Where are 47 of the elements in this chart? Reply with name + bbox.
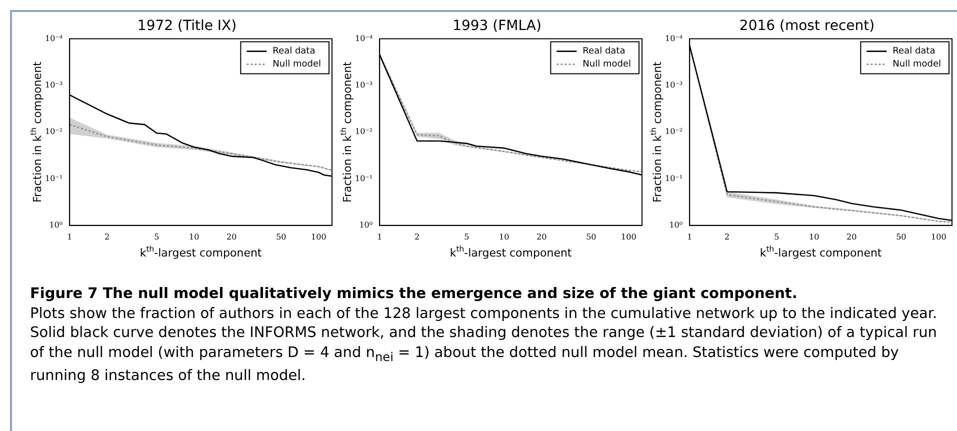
chart-title: 2016 (most recent) — [739, 18, 875, 34]
x-tick-label: 2 — [104, 232, 110, 242]
x-tick-label: 5 — [154, 232, 160, 242]
y-tick-label: 10⁻⁴ — [45, 34, 63, 43]
legend-label: Real data — [892, 46, 936, 57]
x-tick-label: 20 — [226, 232, 237, 242]
x-tick-label: 100 — [621, 232, 636, 242]
x-tick-label: 10 — [189, 232, 200, 242]
y-tick-label: 10⁰ — [669, 220, 683, 230]
y-tick-label: 10⁻⁴ — [665, 34, 683, 43]
legend-label: Real data — [582, 46, 626, 57]
x-tick-label: 50 — [276, 232, 286, 242]
y-tick-label: 10⁻² — [665, 127, 683, 136]
x-tick-label: 10 — [809, 232, 820, 242]
x-tick-label: 20 — [846, 232, 857, 242]
y-tick-label: 10⁻¹ — [45, 174, 63, 183]
x-tick-label: 5 — [774, 232, 780, 242]
legend-label: Null model — [892, 60, 942, 70]
y-tick-label: 10⁻³ — [45, 80, 63, 90]
x-tick-label: 2 — [724, 232, 730, 242]
text: Plots show the fraction of authors in each of the 128 largest components in the cumulative network up to the indicated year. Solid black curve denotes the INFORMS network, and the shading denotes the range (±1 standard deviation) of a typical run of the null model (with parameters D = 4 and n$_{nei}$ = 1) about the dotted null model mean. Statistics were computed by running 8 instances of the null model. — [30, 306, 938, 384]
x-tick-label: 1 — [687, 232, 692, 242]
x-tick-label: 2 — [414, 232, 420, 242]
x-tick-label: 100 — [931, 232, 946, 242]
chart-title: 1972 (Title IX) — [137, 18, 237, 34]
chart-title: 1993 (FMLA) — [452, 18, 542, 34]
legend-label: Real data — [272, 46, 316, 57]
text: Figure 7 The null model qualitatively mimics the emergence and size of the giant component. — [30, 286, 798, 302]
y-tick-label: 10⁻³ — [665, 80, 683, 90]
x-tick-label: 1 — [67, 232, 72, 242]
x-tick-label: 1 — [377, 232, 382, 242]
x-tick-label: 10 — [499, 232, 510, 242]
y-tick-label: 10⁻¹ — [355, 174, 373, 183]
x-tick-label: 5 — [464, 232, 470, 242]
y-tick-label: 10⁻² — [355, 127, 373, 136]
y-tick-label: 10⁻² — [45, 127, 63, 136]
y-tick-label: 10⁻³ — [355, 80, 373, 90]
y-tick-label: 10⁻⁴ — [355, 34, 373, 43]
y-tick-label: 10⁻¹ — [665, 174, 683, 183]
legend-label: Null model — [272, 60, 322, 70]
x-tick-label: 20 — [536, 232, 547, 242]
x-tick-label: 50 — [896, 232, 906, 242]
x-tick-label: 50 — [586, 232, 596, 242]
x-tick-label: 100 — [311, 232, 326, 242]
legend-label: Null model — [582, 60, 632, 70]
y-tick-label: 10⁰ — [49, 220, 63, 230]
y-tick-label: 10⁰ — [359, 220, 373, 230]
